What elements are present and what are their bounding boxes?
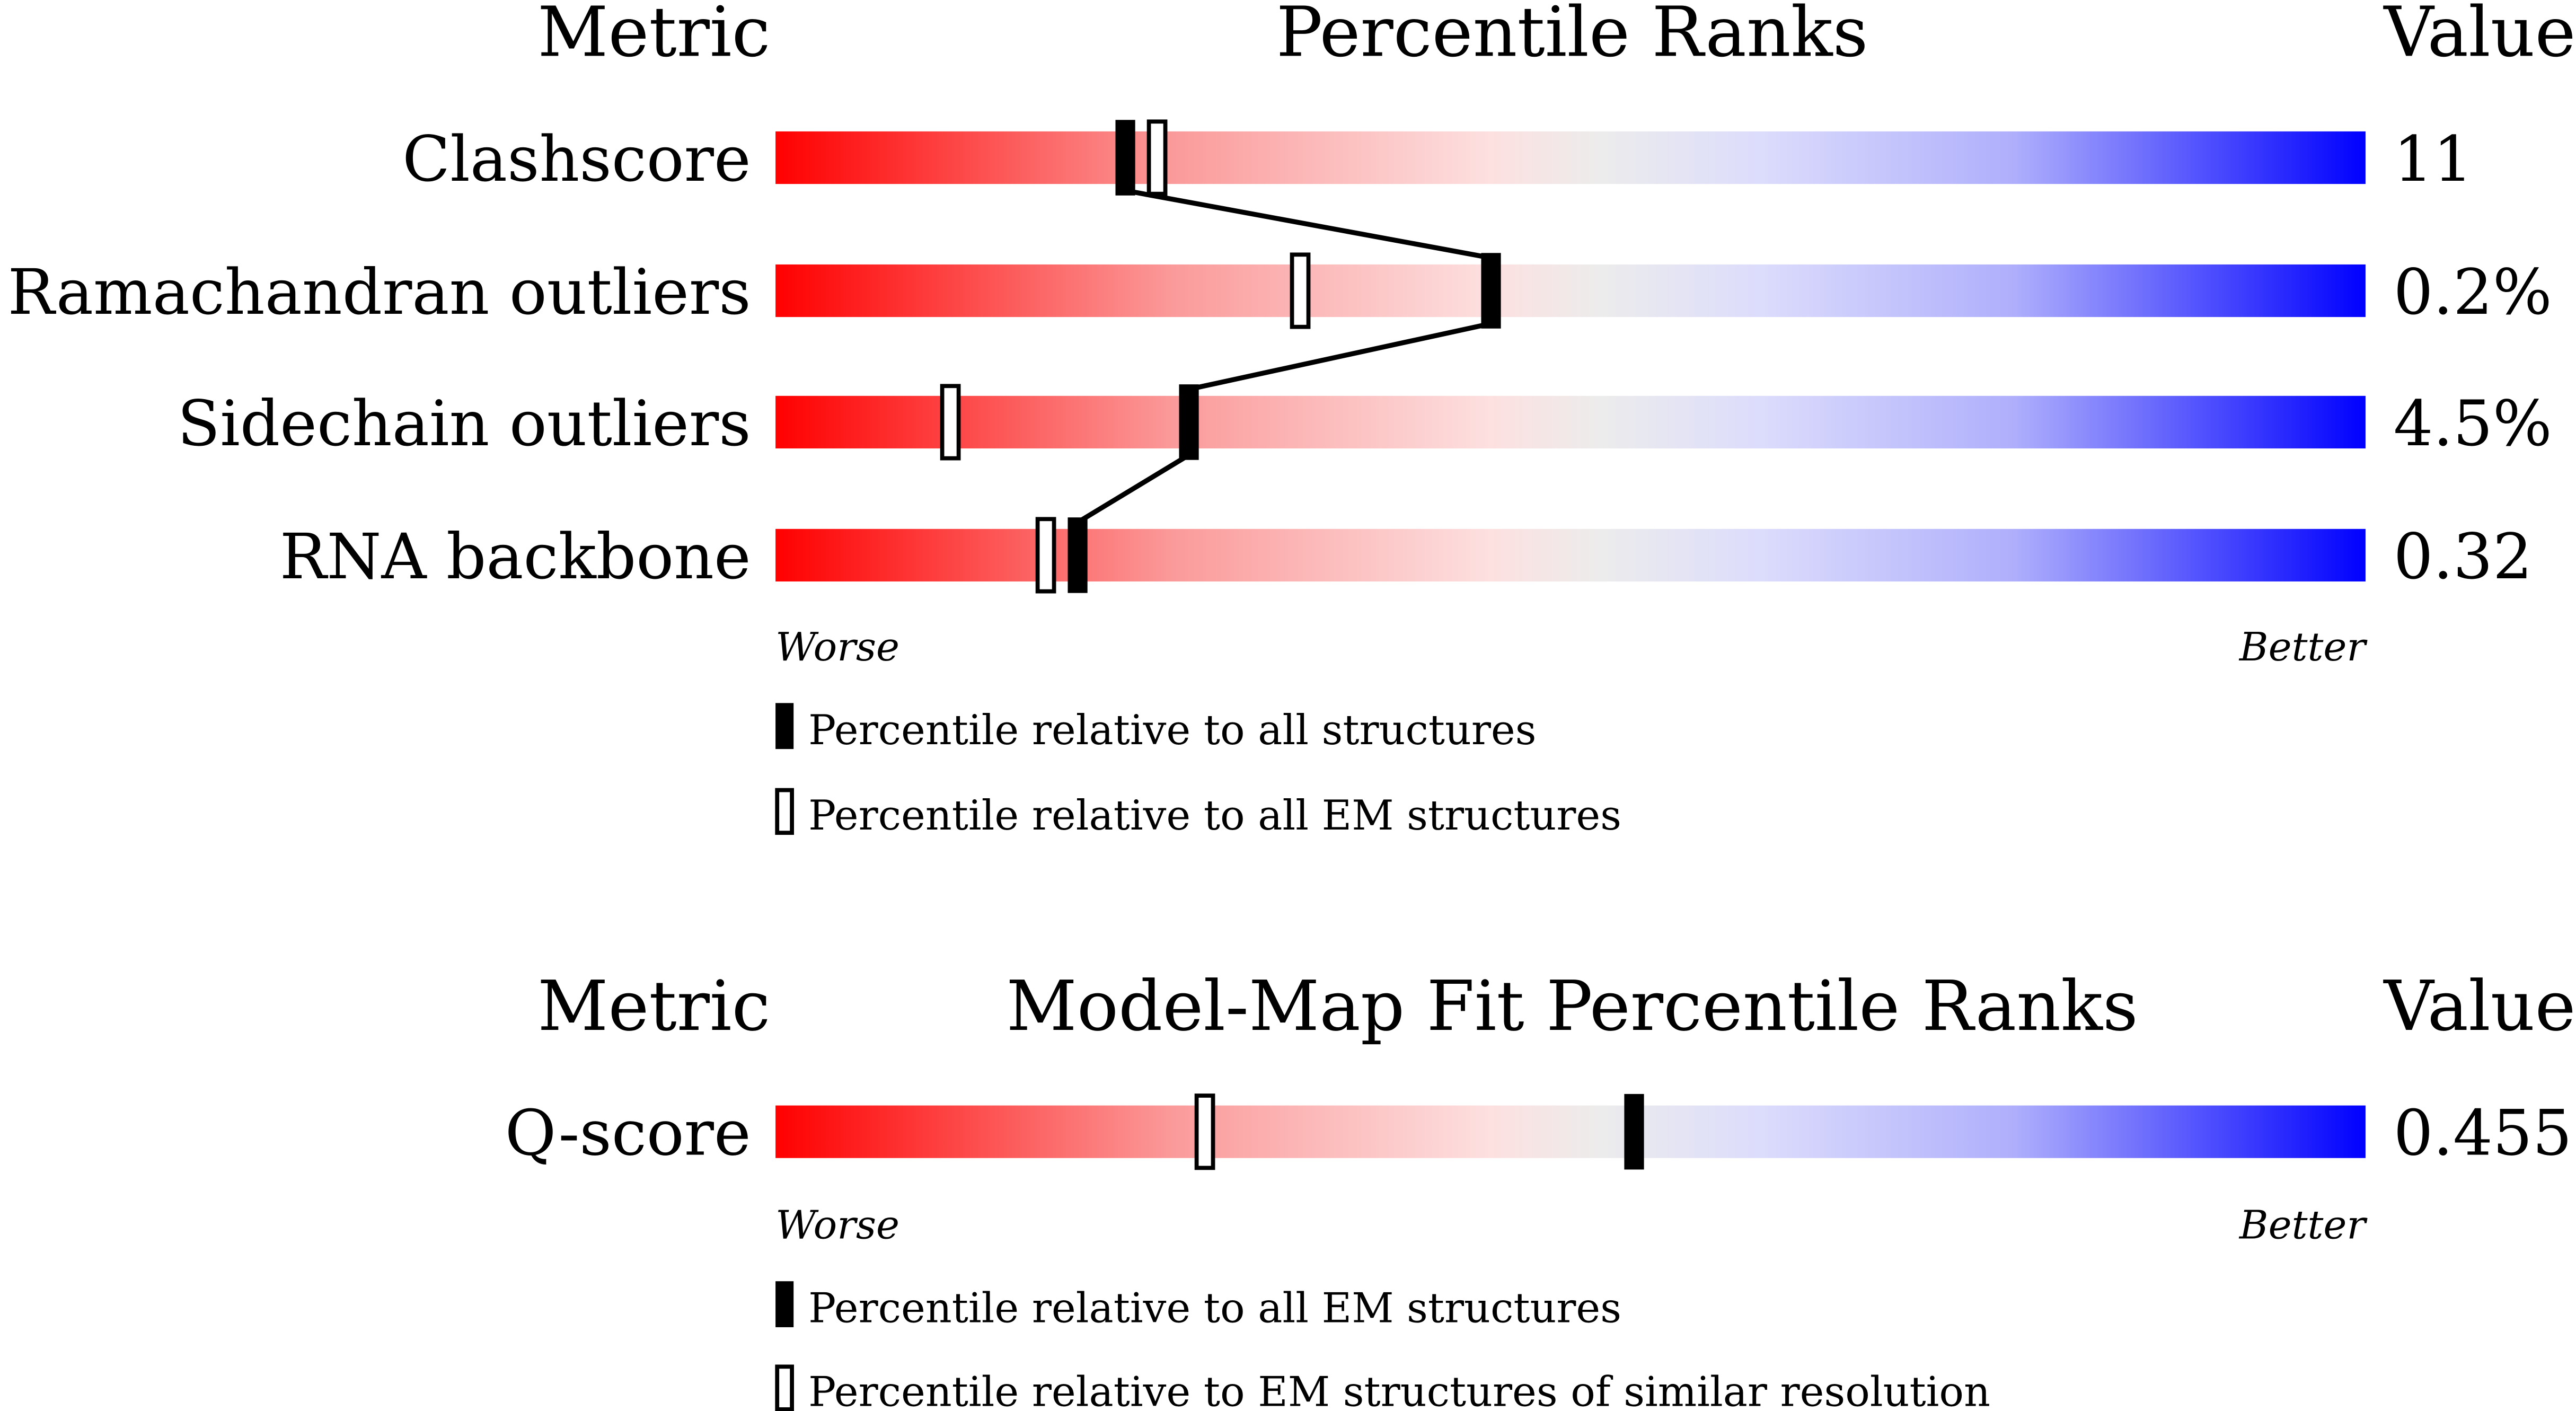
metric-value: 0.32 [2394, 521, 2533, 593]
connector-line [1076, 453, 1190, 525]
open-percentile-marker [1290, 252, 1311, 329]
legend-filled-label: Percentile relative to all EM structures [808, 1285, 1621, 1333]
metric-label: Ramachandran outliers [8, 256, 751, 329]
legend-open-marker [775, 788, 794, 835]
chart-title: Model-Map Fit Percentile Ranks [1006, 966, 2138, 1046]
open-percentile-marker [1146, 119, 1168, 196]
worse-label: Worse [775, 624, 899, 670]
legend-filled-marker [775, 703, 794, 749]
connector-line [1188, 321, 1492, 392]
filled-percentile-marker [1115, 120, 1135, 196]
worse-label: Worse [775, 1202, 899, 1248]
better-label: Better [2238, 624, 2368, 670]
percentile-bar [775, 264, 2366, 318]
legend-filled-label: Percentile relative to all structures [808, 707, 1536, 754]
connector-line [1125, 188, 1492, 261]
metric-label: Sidechain outliers [178, 387, 751, 460]
metric-value: 0.2% [2394, 256, 2552, 329]
metric-label: RNA backbone [280, 521, 751, 593]
percentile-bar [775, 131, 2366, 184]
open-percentile-marker [1194, 1093, 1215, 1170]
metric-value: 0.455 [2394, 1097, 2572, 1170]
filled-percentile-marker [1481, 253, 1501, 329]
open-percentile-marker [1035, 517, 1056, 594]
metric-value: 11 [2394, 123, 2473, 196]
open-percentile-marker [940, 384, 961, 461]
metric-header: Metric [537, 966, 770, 1046]
filled-percentile-marker [1179, 384, 1199, 460]
metric-value: 4.5% [2394, 387, 2552, 460]
metric-label: Clashscore [402, 123, 751, 196]
better-label: Better [2238, 1202, 2368, 1248]
legend-open-label: Percentile relative to all EM structures [808, 792, 1621, 840]
percentile-bar [775, 395, 2366, 449]
metric-label: Q-score [505, 1097, 751, 1170]
value-header: Value [2383, 966, 2575, 1046]
percentile-bar [775, 528, 2366, 582]
chart-title: Percentile Ranks [1276, 0, 1868, 72]
legend-filled-marker [775, 1281, 794, 1327]
percentile-bar [775, 1105, 2366, 1158]
metric-header: Metric [537, 0, 770, 72]
filled-percentile-marker [1624, 1093, 1644, 1170]
legend-open-label: Percentile relative to EM structures of … [808, 1369, 1990, 1411]
value-header: Value [2383, 0, 2575, 72]
filled-percentile-marker [1068, 517, 1088, 593]
legend-open-marker [775, 1364, 794, 1411]
